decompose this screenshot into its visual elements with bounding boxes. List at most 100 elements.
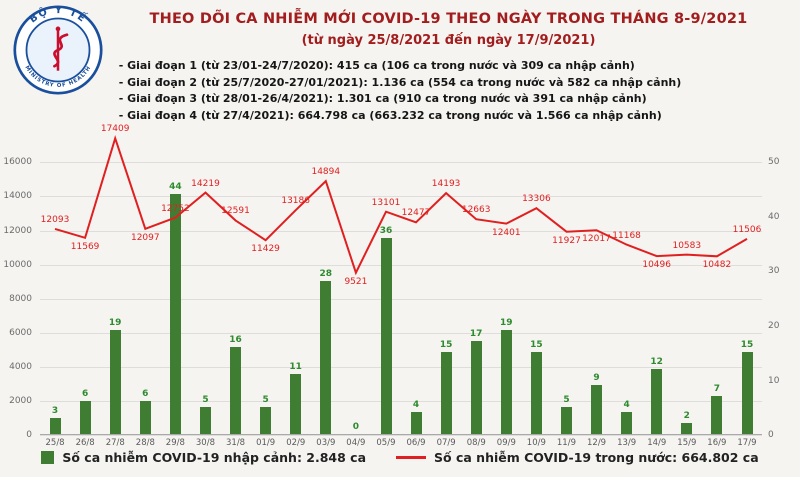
note-stage-2: - Giai đoạn 2 (từ 25/7/2020-27/01/2021):… xyxy=(118,75,682,89)
stage-notes: - Giai đoạn 1 (từ 23/01-24/7/2020): 415 … xyxy=(0,58,800,124)
bar-value-label: 19 xyxy=(500,318,513,329)
line-value-label: 13101 xyxy=(371,197,401,208)
bar-value-label: 6 xyxy=(81,389,89,400)
x-axis-tick: 15/9 xyxy=(677,438,697,448)
gridline xyxy=(40,298,762,300)
x-axis-tick: 27/8 xyxy=(105,438,125,448)
bar-27/8 xyxy=(109,330,121,434)
bar-25/8 xyxy=(49,417,61,434)
x-axis: 25/8 26/8 27/8 28/8 29/8 30/8 31/8 01/9 02/9 03/9… xyxy=(40,438,762,450)
line-value-label: 12663 xyxy=(461,205,491,216)
bar-value-label: 4 xyxy=(623,400,630,411)
line-value-label: 11569 xyxy=(70,241,100,252)
line-value-label: 11506 xyxy=(732,224,762,235)
line-value-label: 10583 xyxy=(672,240,702,251)
bar-07/9 xyxy=(440,352,452,434)
line-value-label: 12097 xyxy=(130,232,160,243)
gridline xyxy=(40,400,762,402)
x-axis-tick: 02/9 xyxy=(286,438,306,448)
line-value-label: 12093 xyxy=(40,214,70,225)
x-axis-tick: 25/8 xyxy=(45,438,65,448)
bar-value-label: 6 xyxy=(142,389,149,400)
gridline xyxy=(40,435,762,436)
y-axis-left-tick: 4000 xyxy=(9,361,32,372)
bar-16/9 xyxy=(711,395,723,434)
bar-13/9 xyxy=(621,412,633,434)
x-axis-tick: 12/9 xyxy=(587,438,607,448)
legend-item-imported: Số ca nhiễm COVID-19 nhập cảnh: 2.848 ca xyxy=(41,450,366,465)
gridline xyxy=(40,264,762,266)
x-axis-tick: 07/9 xyxy=(436,438,456,448)
line-value-label: 12017 xyxy=(582,234,611,245)
x-axis-tick: 11/9 xyxy=(556,438,576,448)
x-axis-tick: 31/8 xyxy=(226,438,246,448)
line-value-label: 14193 xyxy=(431,179,461,190)
line-value-label: 11429 xyxy=(251,244,280,255)
y-axis-right-tick: 50 xyxy=(768,157,780,168)
page-title: THEO DÕI CA NHIỄM MỚI COVID-19 THEO NGÀY… xyxy=(149,11,748,27)
x-axis-tick: 10/9 xyxy=(526,438,546,448)
x-axis-tick: 28/8 xyxy=(135,438,155,448)
x-axis-tick: 05/9 xyxy=(376,438,396,448)
domestic-cases-line xyxy=(54,134,748,276)
bar-value-label: 5 xyxy=(262,394,269,405)
bar-value-label: 0 xyxy=(352,422,360,432)
x-axis-tick: 30/8 xyxy=(195,438,215,448)
bar-26/8 xyxy=(79,401,91,434)
line-value-label: 11168 xyxy=(612,230,641,241)
x-axis-tick: 29/8 xyxy=(165,438,185,448)
gridline xyxy=(40,332,762,334)
bar-value-label: 4 xyxy=(412,400,420,411)
line-value-label: 17409 xyxy=(100,124,130,135)
bar-value-label: 36 xyxy=(379,225,393,236)
bar-value-label: 3 xyxy=(51,405,59,416)
chart-plot-area: 3 6 19 6 44 5 16 5 11 28 0 36 4 15 17 19 15 5 9 4 12 2 7 15 1209… xyxy=(40,124,762,436)
line-value-label: 13186 xyxy=(281,196,310,207)
y-axis-left-tick: 0 xyxy=(26,430,32,440)
bar-value-label: 15 xyxy=(439,340,453,351)
y-axis-left-tick: 6000 xyxy=(9,327,32,338)
y-axis-left-tick: 12000 xyxy=(3,225,32,236)
line-value-label: 11927 xyxy=(552,235,581,246)
x-axis-tick: 04/9 xyxy=(346,438,366,448)
bar-value-label: 5 xyxy=(202,394,209,405)
line-value-label: 13306 xyxy=(522,194,551,205)
gridline xyxy=(40,196,762,198)
line-value-label: 9521 xyxy=(344,276,368,287)
bar-value-label: 19 xyxy=(108,318,122,329)
bar-10/9 xyxy=(530,352,542,434)
y-axis-left: 0 2000 4000 6000 8000 10000 12000 14000 16000 xyxy=(0,135,37,440)
gridline xyxy=(40,162,762,164)
legend-label-imported: Số ca nhiễm COVID-19 nhập cảnh: 2.848 ca xyxy=(62,450,367,465)
x-axis-tick: 14/9 xyxy=(647,438,667,448)
ministry-of-health-logo: BỘ Y TẾ MINISTRY OF HEALTH xyxy=(13,4,103,95)
line-value-label: 14219 xyxy=(191,178,220,189)
gridline xyxy=(40,230,762,232)
bar-value-label: 15 xyxy=(740,340,754,351)
bar-01/9 xyxy=(260,406,272,434)
bar-value-label: 2 xyxy=(683,411,690,422)
y-axis-left-tick: 2000 xyxy=(9,395,32,406)
line-value-label: 10482 xyxy=(702,260,732,271)
line-value-label: 14894 xyxy=(311,167,341,178)
x-axis-tick: 08/9 xyxy=(466,438,486,448)
bar-14/9 xyxy=(651,368,663,434)
staff-and-snake-icon xyxy=(53,26,69,71)
x-axis-tick: 17/9 xyxy=(737,438,757,448)
bar-08/9 xyxy=(470,341,482,434)
y-axis-left-tick: 16000 xyxy=(3,157,32,168)
bar-value-label: 44 xyxy=(169,182,182,192)
line-value-label: 10496 xyxy=(642,260,671,271)
x-axis-tick: 06/9 xyxy=(406,438,426,448)
bar-swatch-icon xyxy=(41,451,55,464)
line-swatch-icon xyxy=(396,456,427,459)
bar-31/8 xyxy=(230,346,241,434)
page-subtitle: (từ ngày 25/8/2021 đến ngày 17/9/2021) xyxy=(301,33,596,48)
bar-value-label: 17 xyxy=(469,329,483,340)
x-axis-tick: 03/9 xyxy=(316,438,336,448)
note-stage-1: - Giai đoạn 1 (từ 23/01-24/7/2020): 415 … xyxy=(118,59,635,72)
bar-03/9 xyxy=(320,281,332,434)
bar-02/9 xyxy=(290,374,302,434)
bar-15/9 xyxy=(681,423,693,434)
x-axis-tick: 13/9 xyxy=(617,438,637,448)
